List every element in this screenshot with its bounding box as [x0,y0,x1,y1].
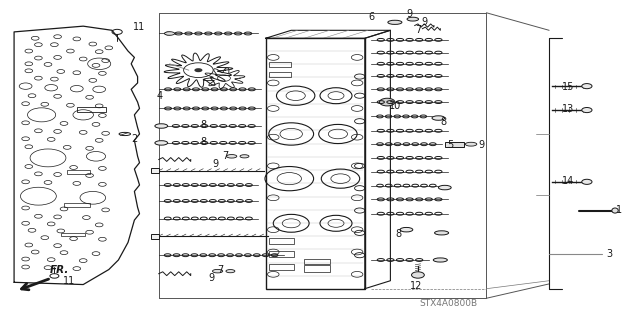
Text: 12: 12 [410,280,422,291]
Text: 9: 9 [212,159,219,169]
Text: 5: 5 [447,140,453,150]
Circle shape [412,272,424,278]
Text: 9: 9 [406,9,413,19]
Circle shape [195,68,202,72]
Ellipse shape [465,142,477,146]
Bar [64,203,90,207]
Bar [269,62,291,67]
Ellipse shape [612,208,618,213]
Ellipse shape [155,141,168,145]
Text: 13: 13 [562,104,574,114]
Ellipse shape [433,258,447,262]
Bar [445,142,464,147]
Text: 11: 11 [133,22,145,32]
Bar [77,107,106,112]
Circle shape [582,179,592,184]
Text: 10: 10 [389,101,401,111]
Ellipse shape [212,269,223,273]
Ellipse shape [240,155,249,158]
Ellipse shape [226,270,235,273]
Text: FR.: FR. [50,265,69,275]
Ellipse shape [407,17,419,21]
Ellipse shape [227,155,237,158]
Circle shape [380,98,395,106]
Bar [304,265,330,272]
Ellipse shape [164,32,175,35]
Text: 9: 9 [208,272,214,283]
Bar [266,38,365,289]
Text: 4: 4 [157,91,163,101]
Text: 7: 7 [218,264,224,275]
Bar [304,259,330,264]
Text: 11: 11 [63,276,76,286]
Ellipse shape [435,231,449,235]
Text: 3: 3 [607,249,613,259]
Bar [61,233,85,236]
Text: STX4A0800B: STX4A0800B [419,299,477,308]
Bar [151,168,159,173]
Bar [151,234,159,239]
Text: 8: 8 [200,137,206,147]
Bar [269,251,294,257]
Text: 7: 7 [415,25,421,35]
Bar [67,170,90,174]
Text: 8: 8 [396,229,402,240]
Bar [269,72,291,77]
Ellipse shape [438,185,451,190]
Bar [269,238,294,244]
Bar [269,264,294,270]
Text: 6: 6 [368,11,374,22]
Text: 1: 1 [616,205,622,215]
Text: 9: 9 [421,17,428,27]
Text: 2: 2 [131,134,138,144]
Ellipse shape [388,20,402,25]
Ellipse shape [432,116,445,120]
Circle shape [582,84,592,89]
Text: 8: 8 [440,117,447,127]
Text: 8: 8 [200,120,206,130]
Circle shape [582,108,592,113]
Text: 15: 15 [562,82,574,92]
Text: 7: 7 [222,151,228,161]
Ellipse shape [400,227,413,232]
Text: 14: 14 [562,176,574,186]
Ellipse shape [155,124,168,128]
Text: 9: 9 [479,140,485,150]
